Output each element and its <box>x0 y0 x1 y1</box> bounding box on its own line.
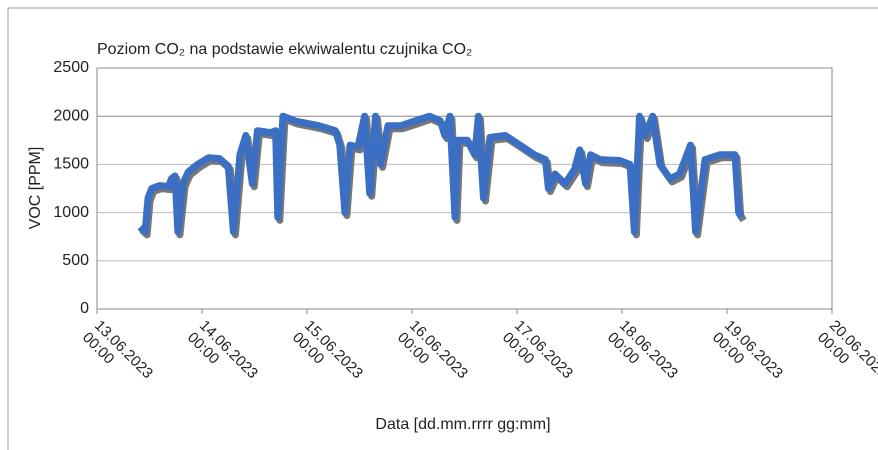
series-line <box>137 112 745 236</box>
y-tick-label: 0 <box>80 300 89 317</box>
y-tick-label: 1000 <box>53 204 89 221</box>
y-axis-label: VOC [PPM] <box>27 147 44 230</box>
plot-area <box>96 67 833 310</box>
chart-title: Poziom CO₂ na podstawie ekwiwalentu czuj… <box>97 41 472 58</box>
y-tick-label: 500 <box>62 252 89 269</box>
y-tick-label: 1500 <box>53 156 89 173</box>
y-tick-label: 2000 <box>53 107 89 124</box>
x-axis-label: Data [dd.mm.rrrr gg:mm] <box>375 416 550 433</box>
y-tick-label: 2500 <box>53 59 89 76</box>
